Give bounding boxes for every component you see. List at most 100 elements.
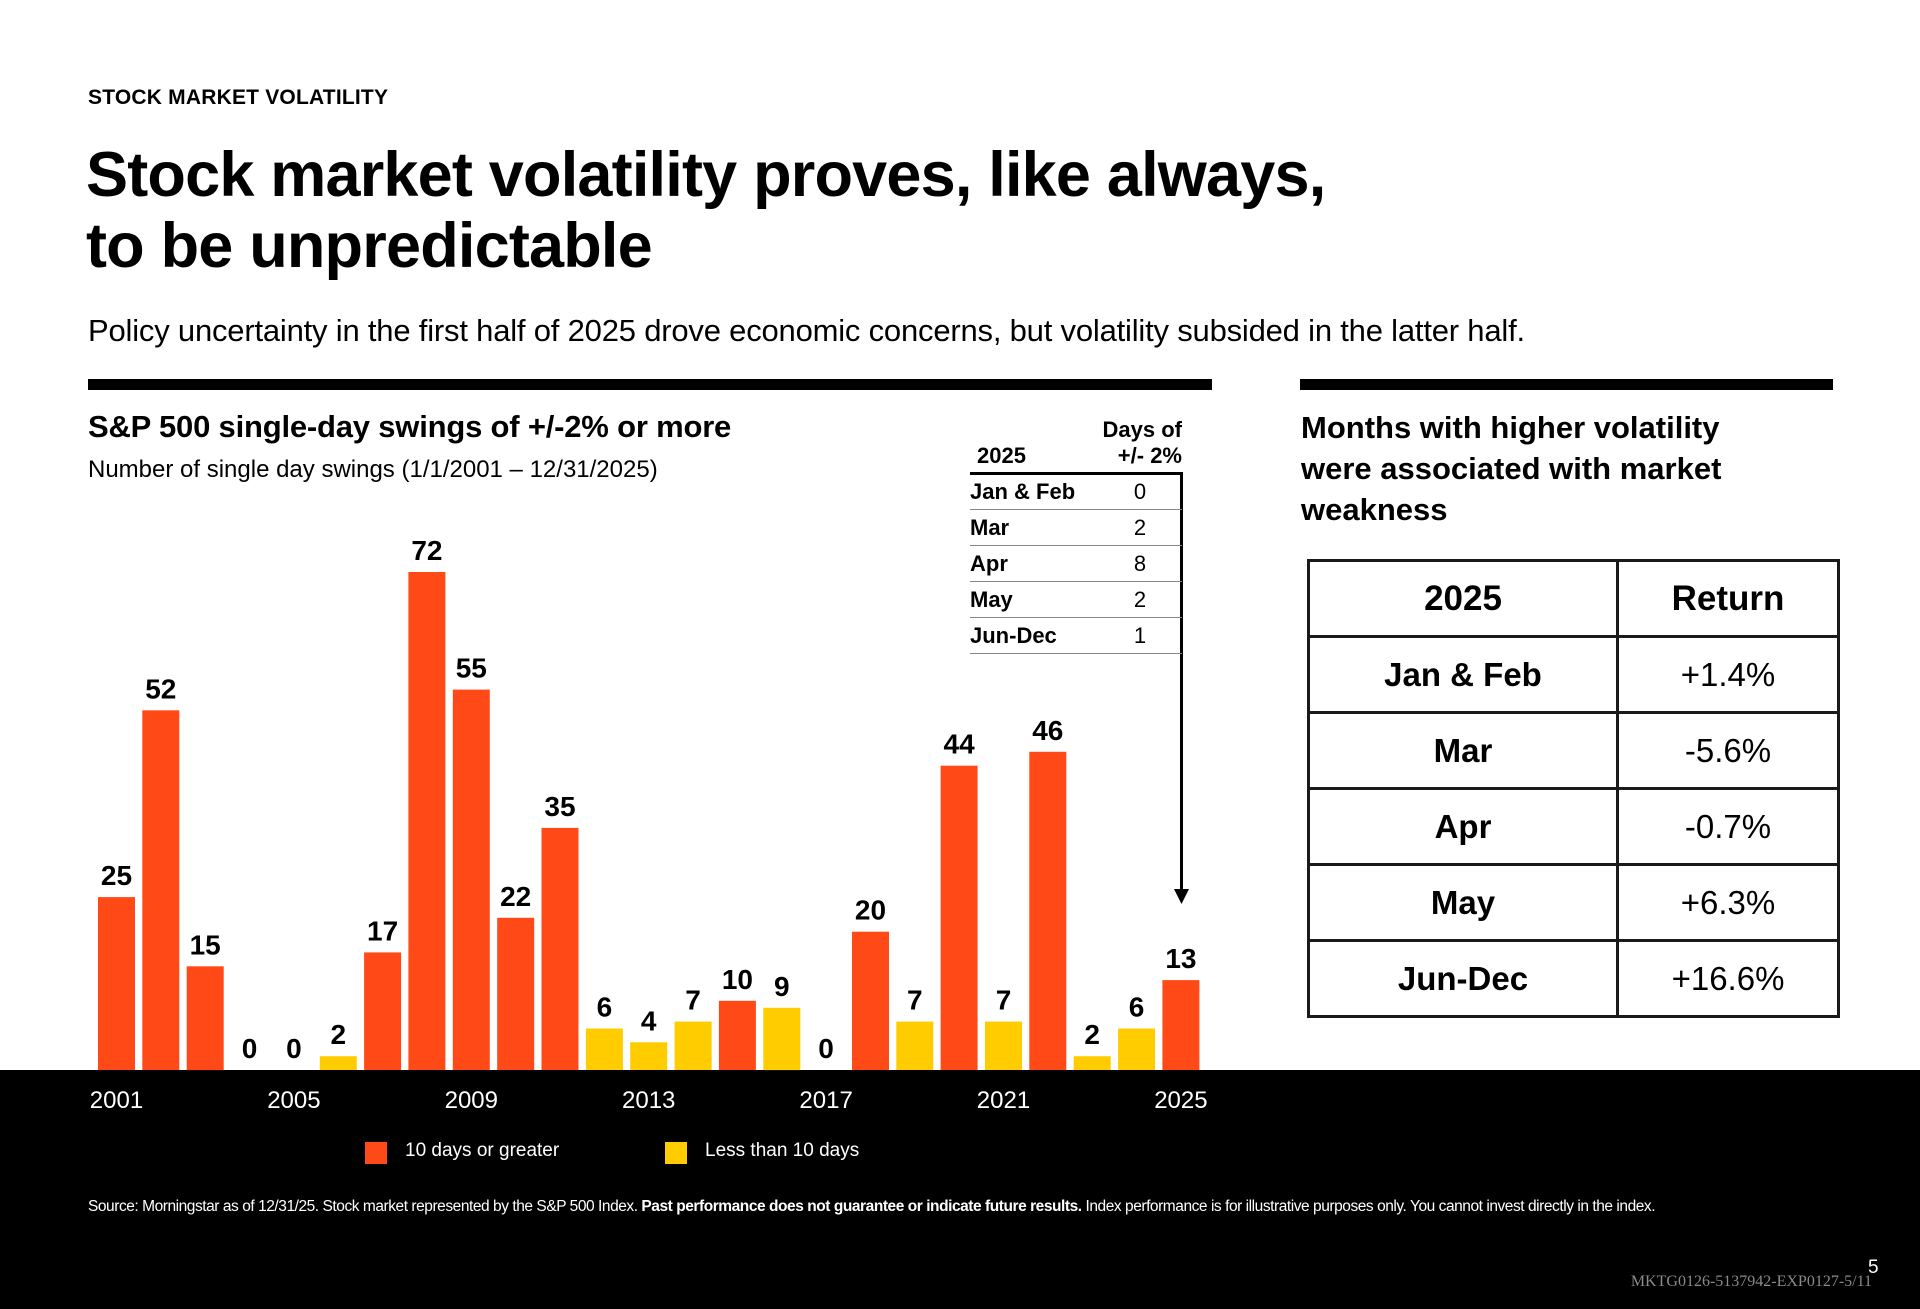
inset-days: 0 [1133, 479, 1147, 504]
page-subtitle: Policy uncertainty in the first half of … [88, 313, 1525, 348]
returns-month: May [1307, 863, 1619, 942]
table-row: Mar -5.6% [1307, 711, 1840, 790]
value-label-2016: 9 [774, 971, 790, 1002]
returns-value: +16.6% [1616, 939, 1840, 1018]
bar-2003 [186, 966, 224, 1071]
inset-days: 2 [1133, 515, 1147, 540]
inset-row: Jun-Dec 1 [970, 617, 1182, 654]
returns-heading: Months with higher volatility were assoc… [1301, 407, 1821, 530]
x-tick-label-2017: 2017 [799, 1087, 853, 1114]
bar-2001 [98, 897, 135, 1070]
inset-row: Apr 8 [970, 545, 1182, 582]
value-label-2019: 7 [907, 985, 923, 1016]
x-tick-label-2021: 2021 [976, 1087, 1031, 1114]
returns-month: Apr [1307, 787, 1619, 866]
document-code: MKTG0126-5137942-EXP0127-5/11 [1630, 1273, 1872, 1290]
returns-value: -0.7% [1616, 787, 1840, 866]
value-label-2022: 46 [1032, 715, 1063, 746]
x-tick-label-2001: 2001 [89, 1087, 144, 1114]
returns-table: 2025 Return Jan & Feb +1.4% Mar -5.6% Ap… [1307, 559, 1840, 1018]
footer-band [0, 1070, 1920, 1309]
inset-header-rule [970, 472, 1182, 475]
inset-header-days-line-2: +/- 2% [1117, 443, 1182, 468]
bar-2009 [452, 689, 490, 1070]
value-label-2004: 0 [242, 1033, 258, 1064]
inset-month: Jun-Dec [970, 623, 1057, 648]
inset-days: 2 [1133, 587, 1147, 612]
bar-2022 [1029, 751, 1067, 1070]
x-tick-label-2025: 2025 [1154, 1087, 1208, 1114]
inset-right-border [1180, 472, 1183, 654]
value-label-2020: 44 [944, 729, 976, 760]
returns-month: Mar [1307, 711, 1619, 790]
source-disclaimer-bold: Past performance does not guarantee or i… [641, 1198, 1082, 1215]
value-label-2011: 35 [544, 791, 575, 822]
value-label-2014: 7 [685, 985, 701, 1016]
bar-2020 [940, 765, 978, 1070]
returns-value: +1.4% [1616, 635, 1840, 714]
bar-2025 [1162, 980, 1200, 1070]
inset-days: 1 [1133, 623, 1147, 648]
bar-2021 [985, 1021, 1022, 1070]
returns-value: -5.6% [1616, 711, 1840, 790]
value-label-2025: 13 [1165, 943, 1196, 974]
page-number: 5 [1868, 1257, 1879, 1278]
returns-heading-line-1: Months with higher volatility [1301, 410, 1720, 445]
bar-2015 [718, 1000, 756, 1070]
legend-label-less-than-ten: Less than 10 days [705, 1140, 860, 1161]
inset-month: Mar [970, 515, 1010, 540]
value-label-2023: 2 [1084, 1019, 1100, 1050]
value-label-2002: 52 [145, 673, 176, 704]
inset-header-year: 2025 [977, 443, 1026, 468]
inset-row: Jan & Feb 0 [970, 473, 1182, 510]
value-label-2021: 7 [996, 985, 1012, 1016]
source-text: Source: Morningstar as of 12/31/25. Stoc… [88, 1198, 642, 1215]
arrow-head-icon [1174, 889, 1189, 904]
eyebrow-label: STOCK MARKET VOLATILITY [88, 86, 389, 109]
bar-2016 [763, 1007, 801, 1071]
bar-2007 [364, 952, 402, 1070]
table-row: Jun-Dec +16.6% [1307, 939, 1840, 1018]
returns-header-return: Return [1616, 559, 1840, 638]
table-row: Apr -0.7% [1307, 787, 1840, 866]
value-label-2024: 6 [1129, 992, 1145, 1023]
left-section-rule [88, 379, 1212, 390]
bar-2006 [319, 1056, 357, 1070]
table-row: Jan & Feb +1.4% [1307, 635, 1840, 714]
returns-heading-line-3: weakness [1301, 492, 1448, 527]
chart-title: S&P 500 single-day swings of +/-2% or mo… [88, 409, 732, 444]
value-label-2007: 17 [367, 915, 398, 946]
bar-2008 [408, 572, 446, 1070]
inset-month: Jan & Feb [970, 479, 1076, 504]
x-tick-label-2009: 2009 [444, 1087, 498, 1114]
returns-heading-line-2: were associated with market [1301, 451, 1722, 486]
page-title-line-1: Stock market volatility proves, like alw… [86, 140, 1326, 210]
value-label-2012: 6 [597, 992, 613, 1023]
bar-2024 [1118, 1028, 1156, 1070]
page-title-line-2: to be unpredictable [86, 211, 653, 281]
returns-month: Jun-Dec [1307, 939, 1619, 1018]
source-note: Source: Morningstar as of 12/31/25. Stoc… [88, 1198, 1656, 1216]
inset-month: Apr [970, 551, 1008, 576]
source-text-tail: Index performance is for illustrative pu… [1081, 1198, 1656, 1215]
legend-swatch-ten-or-more [365, 1142, 387, 1164]
bar-2013 [630, 1042, 668, 1070]
value-label-2009: 55 [456, 653, 487, 684]
value-label-2017: 0 [818, 1033, 834, 1064]
bar-2014 [674, 1021, 712, 1070]
value-label-2015: 10 [722, 964, 753, 995]
bar-2023 [1073, 1056, 1111, 1070]
inset-days: 8 [1133, 551, 1147, 576]
bar-2011 [541, 827, 579, 1070]
returns-header-year: 2025 [1307, 559, 1619, 638]
inset-row: May 2 [970, 581, 1182, 618]
legend-label-ten-or-more: 10 days or greater [405, 1140, 560, 1161]
bar-2019 [896, 1021, 934, 1070]
page-title: Stock market volatility proves, like alw… [86, 140, 1326, 282]
returns-value: +6.3% [1616, 863, 1840, 942]
x-tick-label-2005: 2005 [267, 1087, 321, 1114]
inset-row: Mar 2 [970, 509, 1182, 546]
bar-2002 [142, 710, 180, 1070]
value-label-2008: 72 [411, 535, 442, 566]
